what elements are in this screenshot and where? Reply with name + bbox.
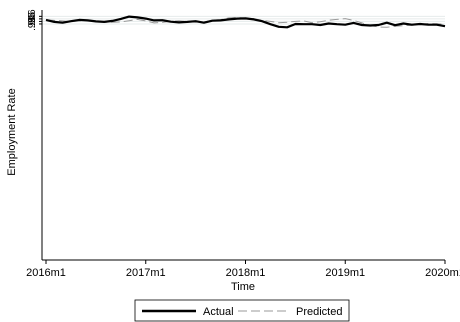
y-axis-title: Employment Rate bbox=[6, 88, 18, 175]
y-tick-label: .95 bbox=[27, 11, 38, 25]
legend-label-predicted: Predicted bbox=[296, 306, 342, 318]
x-tick-label: 2016m1 bbox=[26, 267, 66, 279]
x-axis-title: Time bbox=[231, 281, 255, 293]
series-lines bbox=[45, 15, 446, 29]
legend-label-actual: Actual bbox=[203, 306, 234, 318]
y-tick-label: .94 bbox=[27, 14, 38, 28]
x-tick-label: 2018m1 bbox=[226, 267, 266, 279]
y-tick-label: .93 bbox=[27, 17, 38, 31]
y-tick-label: .96 bbox=[27, 9, 38, 23]
legend: Actual Predicted bbox=[134, 299, 350, 322]
x-tick-label: 2017m1 bbox=[126, 267, 166, 279]
y-ticks: .96.95.94.93 bbox=[27, 9, 42, 31]
x-tick-label: 2020m1 bbox=[425, 267, 460, 279]
x-ticks: 2016m1 2017m1 2018m1 2019m1 2020m1 bbox=[26, 260, 460, 279]
series-line-actual bbox=[45, 15, 446, 29]
x-tick-label: 2019m1 bbox=[325, 267, 365, 279]
